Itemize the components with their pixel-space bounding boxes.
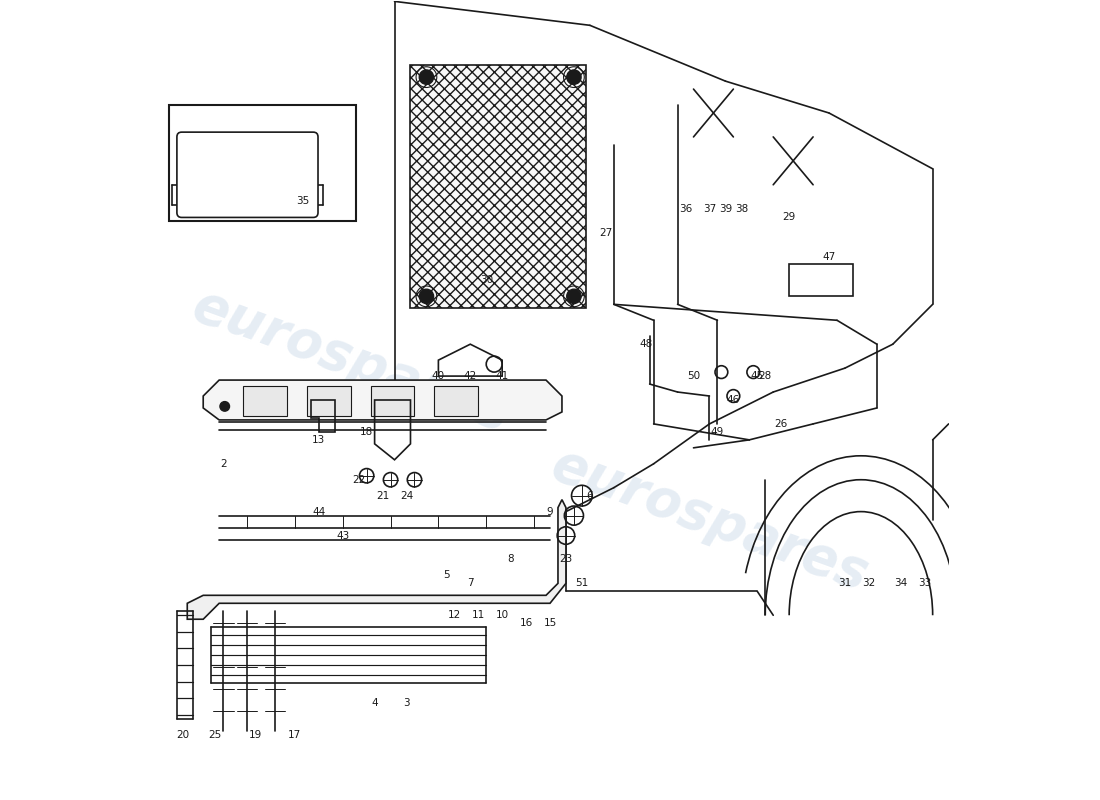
Polygon shape bbox=[410, 65, 586, 308]
Bar bbox=[371, 386, 415, 416]
FancyBboxPatch shape bbox=[177, 132, 318, 218]
Text: 12: 12 bbox=[448, 610, 461, 620]
Text: 43: 43 bbox=[337, 530, 350, 541]
Text: 18: 18 bbox=[360, 427, 373, 437]
Text: 7: 7 bbox=[468, 578, 474, 588]
Text: 34: 34 bbox=[894, 578, 908, 588]
Text: 23: 23 bbox=[559, 554, 573, 565]
Text: 27: 27 bbox=[600, 227, 613, 238]
Circle shape bbox=[566, 289, 581, 303]
Text: 50: 50 bbox=[686, 371, 700, 381]
Text: 35: 35 bbox=[296, 196, 309, 206]
Text: 21: 21 bbox=[376, 490, 389, 501]
Text: 49: 49 bbox=[711, 427, 724, 437]
Text: 9: 9 bbox=[547, 506, 553, 517]
Text: 39: 39 bbox=[718, 204, 732, 214]
Text: 10: 10 bbox=[496, 610, 508, 620]
Text: 13: 13 bbox=[312, 435, 326, 445]
Bar bbox=[169, 105, 356, 221]
Text: 45: 45 bbox=[750, 371, 763, 381]
Text: 5: 5 bbox=[443, 570, 450, 580]
Text: 28: 28 bbox=[759, 371, 772, 381]
Circle shape bbox=[220, 402, 230, 411]
Text: 25: 25 bbox=[209, 730, 222, 740]
Bar bbox=[789, 265, 852, 296]
Polygon shape bbox=[204, 380, 562, 420]
Text: 41: 41 bbox=[495, 371, 509, 381]
Text: 26: 26 bbox=[774, 419, 788, 429]
Text: 15: 15 bbox=[543, 618, 557, 628]
Text: eurospares: eurospares bbox=[543, 438, 874, 601]
Text: 17: 17 bbox=[288, 730, 301, 740]
Text: 44: 44 bbox=[312, 506, 326, 517]
Text: 42: 42 bbox=[464, 371, 477, 381]
Text: 32: 32 bbox=[862, 578, 876, 588]
Polygon shape bbox=[187, 500, 565, 619]
Circle shape bbox=[419, 70, 433, 84]
Text: 16: 16 bbox=[519, 618, 532, 628]
Text: 3: 3 bbox=[404, 698, 410, 708]
Bar bbox=[243, 386, 287, 416]
Text: 31: 31 bbox=[838, 578, 851, 588]
Bar bbox=[434, 386, 478, 416]
Text: 6: 6 bbox=[586, 490, 593, 501]
Text: 29: 29 bbox=[782, 212, 795, 222]
Text: 38: 38 bbox=[735, 204, 748, 214]
Text: 24: 24 bbox=[400, 490, 414, 501]
Text: 36: 36 bbox=[679, 204, 692, 214]
Text: 33: 33 bbox=[918, 578, 932, 588]
Text: eurospares: eurospares bbox=[185, 278, 516, 442]
Text: 30: 30 bbox=[480, 275, 493, 286]
Text: 2: 2 bbox=[220, 458, 227, 469]
Circle shape bbox=[566, 70, 581, 84]
Text: 20: 20 bbox=[177, 730, 190, 740]
Text: 8: 8 bbox=[507, 554, 514, 565]
Text: 19: 19 bbox=[249, 730, 262, 740]
Text: 22: 22 bbox=[352, 474, 365, 485]
Text: 51: 51 bbox=[575, 578, 589, 588]
Text: 48: 48 bbox=[639, 339, 652, 349]
Text: 40: 40 bbox=[432, 371, 446, 381]
Text: 37: 37 bbox=[703, 204, 716, 214]
Text: 46: 46 bbox=[727, 395, 740, 405]
Text: 11: 11 bbox=[472, 610, 485, 620]
Bar bbox=[307, 386, 351, 416]
Text: 47: 47 bbox=[823, 251, 836, 262]
Text: 4: 4 bbox=[372, 698, 378, 708]
Circle shape bbox=[419, 289, 433, 303]
